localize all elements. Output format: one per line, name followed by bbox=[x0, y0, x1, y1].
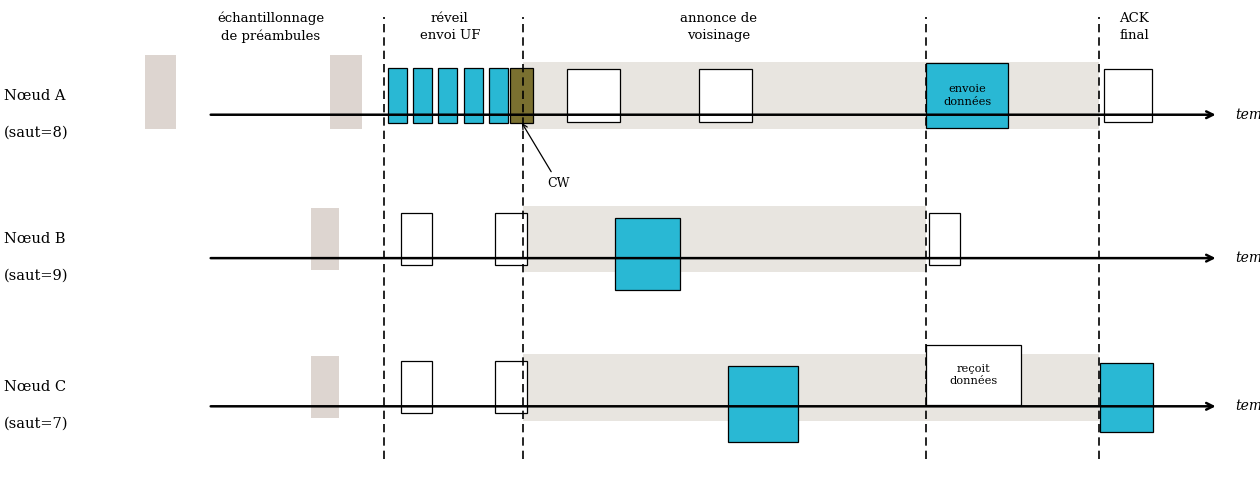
Bar bbox=[523, 206, 926, 272]
Bar bbox=[145, 54, 176, 129]
Text: temps: temps bbox=[1235, 399, 1260, 413]
Bar bbox=[311, 208, 339, 270]
Bar bbox=[413, 68, 432, 123]
Bar bbox=[495, 361, 527, 413]
Text: (saut=9): (saut=9) bbox=[4, 269, 68, 282]
Text: Nœud C: Nœud C bbox=[4, 380, 66, 394]
Bar bbox=[615, 218, 680, 290]
Text: (saut=8): (saut=8) bbox=[4, 125, 68, 139]
Bar bbox=[926, 64, 1008, 128]
Bar bbox=[1104, 69, 1152, 122]
Text: reçoit
données: reçoit données bbox=[949, 364, 998, 386]
Text: annonce de
voisinage: annonce de voisinage bbox=[679, 12, 757, 42]
Bar bbox=[567, 69, 620, 122]
Text: CW: CW bbox=[523, 124, 570, 190]
Bar bbox=[438, 68, 457, 123]
Bar bbox=[401, 361, 432, 413]
Bar bbox=[1100, 363, 1153, 433]
Bar bbox=[495, 213, 527, 265]
Bar bbox=[330, 54, 362, 129]
Text: Nœud B: Nœud B bbox=[4, 232, 66, 246]
Text: temps: temps bbox=[1235, 108, 1260, 122]
Text: temps: temps bbox=[1235, 251, 1260, 265]
Bar bbox=[464, 68, 483, 123]
Bar bbox=[523, 354, 1099, 421]
Bar bbox=[699, 69, 752, 122]
Bar bbox=[489, 68, 508, 123]
Text: réveil
envoi UF: réveil envoi UF bbox=[420, 12, 480, 42]
Bar bbox=[388, 68, 407, 123]
Bar bbox=[510, 68, 533, 123]
Text: envoie
données: envoie données bbox=[942, 85, 992, 107]
Text: ACK
final: ACK final bbox=[1119, 12, 1149, 42]
Bar bbox=[728, 366, 798, 442]
Text: échantillonnage
de préambules: échantillonnage de préambules bbox=[217, 12, 325, 43]
Bar bbox=[401, 213, 432, 265]
Text: (saut=7): (saut=7) bbox=[4, 417, 68, 431]
Bar bbox=[523, 62, 1099, 129]
Text: Nœud A: Nœud A bbox=[4, 89, 66, 103]
Bar bbox=[311, 356, 339, 418]
Bar bbox=[926, 346, 1021, 405]
Bar bbox=[929, 213, 960, 265]
